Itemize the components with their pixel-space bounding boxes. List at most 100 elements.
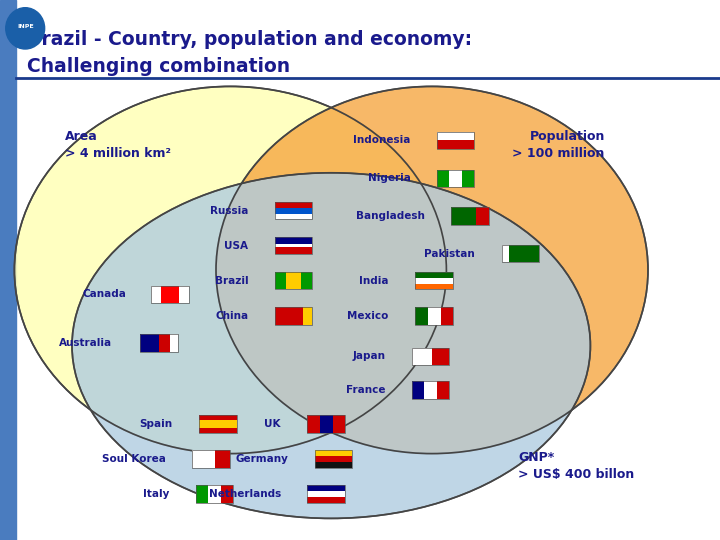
- Bar: [196, 485, 233, 503]
- Bar: [140, 334, 159, 352]
- Bar: [199, 420, 237, 428]
- Text: Population
> 100 million: Population > 100 million: [513, 130, 605, 160]
- Bar: [451, 207, 476, 225]
- Bar: [303, 307, 312, 325]
- Bar: [307, 491, 345, 497]
- Bar: [275, 237, 312, 244]
- Text: India: India: [359, 276, 389, 286]
- Ellipse shape: [72, 173, 590, 518]
- Bar: [415, 284, 453, 289]
- Bar: [476, 207, 489, 225]
- Bar: [275, 272, 312, 289]
- Bar: [415, 272, 453, 289]
- Text: USA: USA: [225, 241, 248, 251]
- Text: Germany: Germany: [235, 454, 288, 464]
- Bar: [449, 170, 462, 187]
- Bar: [502, 245, 509, 262]
- Bar: [275, 307, 312, 325]
- Text: INPE: INPE: [17, 24, 34, 29]
- Text: Canada: Canada: [82, 289, 126, 299]
- Text: UK: UK: [264, 419, 281, 429]
- Text: China: China: [215, 311, 248, 321]
- Bar: [275, 202, 312, 219]
- Bar: [412, 348, 449, 365]
- Bar: [415, 278, 453, 284]
- Bar: [307, 415, 345, 433]
- Bar: [509, 245, 539, 262]
- Text: Nigeria: Nigeria: [367, 173, 410, 183]
- Bar: [161, 286, 179, 303]
- Text: Australia: Australia: [58, 338, 112, 348]
- Bar: [307, 485, 345, 503]
- Bar: [307, 485, 345, 491]
- Bar: [307, 415, 320, 433]
- Bar: [412, 348, 433, 365]
- Bar: [275, 202, 312, 208]
- Text: Pakistan: Pakistan: [425, 249, 475, 259]
- Bar: [275, 307, 303, 325]
- Bar: [199, 415, 237, 433]
- Text: Area
> 4 million km²: Area > 4 million km²: [65, 130, 171, 160]
- Bar: [275, 247, 312, 254]
- Bar: [424, 381, 437, 399]
- Bar: [171, 334, 178, 352]
- Bar: [437, 132, 474, 140]
- Text: Spain: Spain: [140, 419, 173, 429]
- Bar: [333, 415, 345, 433]
- Bar: [437, 140, 474, 149]
- Bar: [151, 286, 189, 303]
- Text: France: France: [346, 385, 385, 395]
- Bar: [208, 485, 221, 503]
- Bar: [428, 307, 441, 325]
- Bar: [192, 450, 230, 468]
- Bar: [151, 286, 161, 303]
- Bar: [437, 170, 449, 187]
- Ellipse shape: [216, 86, 648, 454]
- Bar: [451, 207, 489, 225]
- Text: GNP*
> US$ 400 billon: GNP* > US$ 400 billon: [518, 450, 634, 481]
- Text: Russia: Russia: [210, 206, 248, 215]
- Bar: [215, 450, 230, 468]
- Bar: [437, 132, 474, 149]
- Bar: [415, 272, 453, 278]
- Bar: [192, 450, 215, 468]
- Bar: [415, 307, 428, 325]
- Bar: [179, 286, 189, 303]
- Bar: [315, 462, 352, 468]
- Bar: [415, 307, 453, 325]
- Bar: [437, 381, 449, 399]
- Text: Italy: Italy: [143, 489, 169, 499]
- Text: Brazil: Brazil: [215, 276, 248, 286]
- Text: Soul Korea: Soul Korea: [102, 454, 166, 464]
- Text: Challenging combination: Challenging combination: [27, 57, 290, 76]
- Ellipse shape: [14, 86, 446, 454]
- Bar: [412, 381, 424, 399]
- Bar: [275, 237, 312, 254]
- Bar: [433, 348, 449, 365]
- Bar: [502, 245, 539, 262]
- Bar: [437, 170, 474, 187]
- Bar: [275, 244, 312, 247]
- Text: Brazil - Country, population and economy:: Brazil - Country, population and economy…: [27, 30, 472, 49]
- Bar: [140, 334, 178, 352]
- Bar: [307, 497, 345, 503]
- Bar: [287, 272, 301, 289]
- Bar: [199, 428, 237, 433]
- Circle shape: [6, 8, 45, 49]
- Bar: [196, 485, 208, 503]
- Bar: [315, 456, 352, 462]
- Text: Japan: Japan: [352, 352, 385, 361]
- Bar: [301, 272, 312, 289]
- Bar: [275, 208, 312, 213]
- Text: Mexico: Mexico: [348, 311, 389, 321]
- Bar: [275, 272, 287, 289]
- Bar: [441, 307, 453, 325]
- Bar: [199, 415, 237, 420]
- Bar: [315, 450, 352, 456]
- Bar: [315, 450, 352, 468]
- Text: Netherlands: Netherlands: [209, 489, 281, 499]
- Bar: [412, 381, 449, 399]
- Bar: [320, 415, 333, 433]
- Bar: [159, 334, 171, 352]
- Bar: [275, 213, 312, 219]
